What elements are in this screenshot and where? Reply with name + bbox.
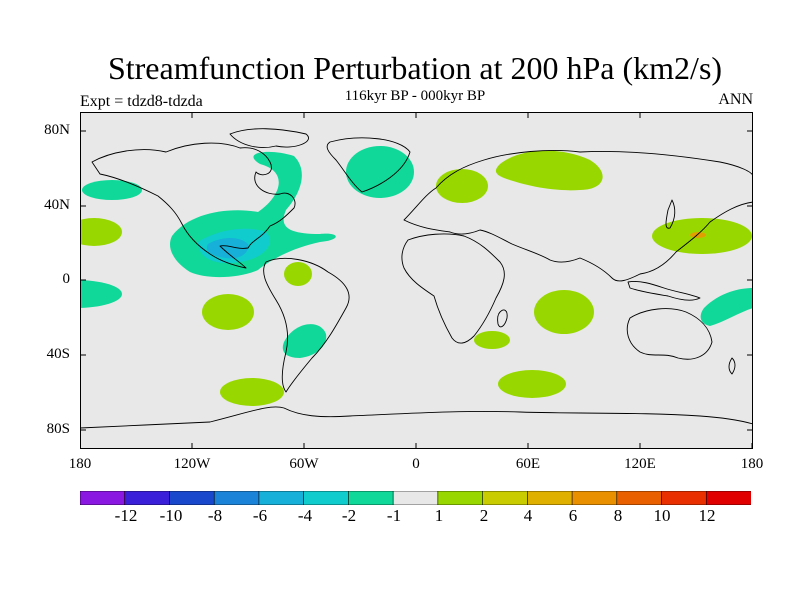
anomaly-neg-gulf-inner (206, 238, 249, 259)
anomaly-pos-siberia (495, 150, 603, 191)
anomaly-pos-indian-ocean (534, 290, 594, 334)
colorbar-label: 10 (653, 506, 671, 525)
anomaly-pos-caribbean (284, 262, 312, 286)
colorbar-label: 12 (698, 506, 716, 525)
colorbar-label: -6 (252, 506, 268, 525)
anomaly-neg-north-pacific (82, 180, 142, 200)
colorbar-swatch (258, 491, 305, 505)
colorbar-label: -1 (386, 506, 402, 525)
lat-label-40s: 40S (46, 346, 70, 362)
lon-label-180w: 180 (68, 456, 92, 472)
coastline-arctic-islands (229, 128, 309, 148)
anomaly-neg-greenland (346, 146, 414, 198)
colorbar-swatch (303, 491, 349, 505)
plot-subtitle: 116kyr BP - 000kyr BP (344, 88, 486, 104)
map-ticks (80, 112, 753, 449)
colorbar-swatch (124, 491, 171, 505)
colorbar-label: 1 (434, 506, 444, 525)
anomaly-neg-west-pacific (700, 288, 753, 326)
colorbar-swatch (527, 491, 573, 505)
coastline-indonesia (627, 281, 701, 301)
colorbar-swatch (616, 491, 663, 505)
colorbar-swatch (169, 491, 215, 505)
colorbar-swatch (705, 491, 751, 505)
colorbar-label: -4 (297, 506, 313, 525)
colorbar (80, 491, 751, 505)
coastline-south-america (263, 257, 350, 393)
map-panel (80, 112, 753, 449)
map-background (80, 112, 753, 449)
colorbar-label: -8 (207, 506, 223, 525)
lon-label-120w: 120W (173, 456, 211, 472)
anomaly-pos-west-pacific-core (690, 232, 706, 238)
anomaly-neg-tropical-east-pacific (80, 280, 122, 308)
anomaly-pos-south-africa (474, 331, 510, 349)
anomaly-neg-south-america (282, 324, 327, 358)
lat-label-80s: 80S (46, 421, 70, 437)
lat-label-eq: 0 (62, 271, 71, 287)
anomaly-pos-southern-ocean-pacific (220, 378, 284, 406)
anomaly-pos-west-north-pacific (80, 218, 122, 246)
colorbar-label: 4 (523, 506, 533, 525)
colorbar-swatch (213, 491, 260, 505)
colorbar-label: 2 (479, 506, 489, 525)
anomaly-fields (80, 146, 753, 406)
colorbar-swatch (661, 491, 707, 505)
lat-label-80n: 80N (44, 122, 70, 138)
lon-label-120e: 120E (624, 456, 656, 472)
colorbar-swatch (571, 491, 618, 505)
coastline-antarctica (80, 406, 753, 429)
coastline-australia (626, 308, 713, 360)
lon-label-60w: 60W (289, 456, 319, 472)
coastline-new-zealand (728, 357, 736, 375)
anomaly-pos-europe (436, 169, 488, 203)
lat-label-40n: 40N (44, 197, 70, 213)
lon-label-180e: 180 (740, 456, 764, 472)
coastline-japan (665, 199, 676, 229)
lon-label-0: 0 (412, 456, 420, 472)
coastline-north-america (91, 142, 296, 269)
season-label: ANN (718, 91, 753, 108)
colorbar-swatch (437, 491, 484, 505)
colorbar-swatch (80, 491, 126, 505)
colorbar-label: -12 (114, 506, 138, 525)
coastlines (80, 128, 753, 429)
colorbar-swatch (392, 491, 439, 505)
colorbar-label: 8 (613, 506, 623, 525)
colorbar-swatch (482, 491, 528, 505)
colorbar-label: -2 (341, 506, 357, 525)
lon-label-60e: 60E (515, 456, 541, 472)
coastline-greenland (326, 137, 411, 193)
coastline-eurasia (403, 150, 753, 282)
plot-title: Streamfunction Perturbation at 200 hPa (… (107, 50, 723, 86)
colorbar-label: 6 (568, 506, 578, 525)
coastline-madagascar (497, 309, 508, 328)
coastline-africa (401, 233, 505, 344)
anomaly-pos-south-east-pacific (202, 294, 254, 330)
experiment-label: Expt = tdzd8-tdzda (80, 93, 203, 110)
colorbar-swatch (348, 491, 394, 505)
anomaly-pos-southern-indian (498, 370, 566, 398)
colorbar-label: -10 (159, 506, 183, 525)
